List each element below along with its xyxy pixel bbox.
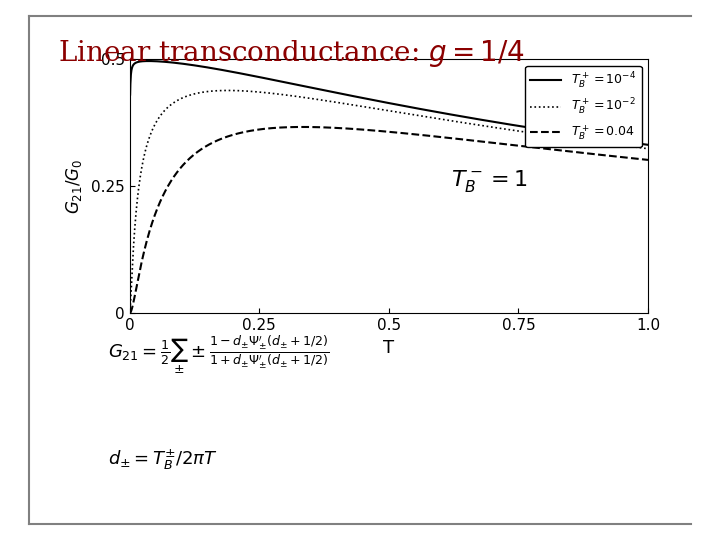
$T_B^+=0.04$ [298, 124, 307, 130]
$T_B^+=10^{-4}$ [534, 126, 542, 132]
$T_B^+=0.04$ [126, 310, 135, 316]
$T_B^+=0.04$ [629, 155, 637, 161]
$T_B^+=10^{-2}$ [126, 306, 135, 313]
Line: $T_B^+=10^{-2}$: $T_B^+=10^{-2}$ [130, 91, 648, 309]
$T_B^+=0.04$ [152, 207, 161, 214]
$T_B^+=10^{-4}$ [126, 91, 135, 98]
Legend: $T_B^+=10^{-4}$, $T_B^+=10^{-2}$, $T_B^+=0.04$: $T_B^+=10^{-4}$, $T_B^+=10^{-2}$, $T_B^+… [525, 66, 642, 147]
$T_B^+=10^{-2}$ [364, 104, 373, 111]
$T_B^+=0.04$ [364, 127, 373, 133]
Text: $d_{\pm} = T_B^{\pm}/2\pi T$: $d_{\pm} = T_B^{\pm}/2\pi T$ [108, 448, 217, 472]
$T_B^+=10^{-2}$ [378, 106, 387, 113]
$T_B^+=10^{-2}$ [223, 87, 232, 94]
$T_B^+=0.04$ [629, 155, 637, 161]
$T_B^+=10^{-2}$ [629, 144, 637, 150]
$T_B^+=0.04$ [644, 157, 652, 163]
$T_B^+=10^{-4}$ [378, 98, 387, 105]
$T_B^+=0.04$ [534, 145, 542, 151]
$T_B^+=10^{-2}$ [152, 118, 161, 125]
$T_B^+=10^{-4}$ [629, 139, 637, 146]
Line: $T_B^+=10^{-4}$: $T_B^+=10^{-4}$ [130, 61, 648, 145]
$T_B^+=10^{-2}$ [534, 131, 542, 137]
$T_B^+=0.04$ [378, 128, 387, 134]
Line: $T_B^+=0.04$: $T_B^+=0.04$ [130, 127, 648, 313]
Text: Linear transconductance: $g=1/4$: Linear transconductance: $g=1/4$ [58, 38, 525, 69]
Text: $G_{21} = \frac{1}{2}\sum_{\pm}\pm\frac{1-d_{\pm}\Psi_{\pm}^{\prime}(d_{\pm}+1/2: $G_{21} = \frac{1}{2}\sum_{\pm}\pm\frac{… [108, 335, 329, 376]
$T_B^+=10^{-4}$ [153, 58, 161, 64]
$T_B^+=10^{-4}$ [364, 96, 373, 103]
$T_B^+=10^{-4}$ [629, 139, 637, 146]
$T_B^+=10^{-2}$ [629, 144, 637, 150]
$T_B^+=10^{-4}$ [144, 58, 153, 64]
Text: $T_B^- = 1$: $T_B^- = 1$ [451, 168, 527, 194]
$T_B^+=10^{-4}$ [644, 141, 652, 148]
$T_B^+=10^{-2}$ [644, 145, 652, 152]
Y-axis label: $G_{21}/G_0$: $G_{21}/G_0$ [64, 159, 84, 214]
X-axis label: T: T [383, 339, 395, 356]
